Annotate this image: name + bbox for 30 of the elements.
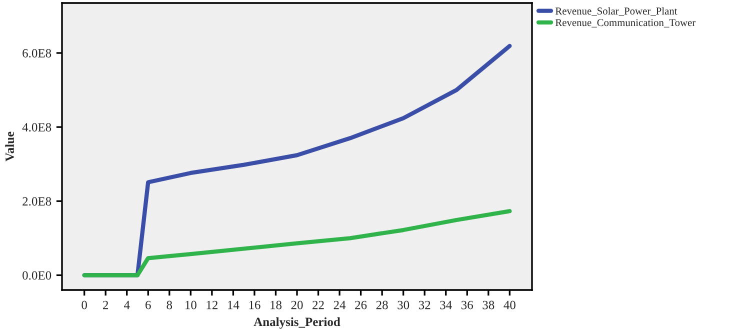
x-tick-label: 10 — [186, 300, 196, 310]
x-tick-label: 18 — [270, 300, 282, 310]
x-axis-title: Analysis_Period — [254, 317, 340, 329]
y-tick-label: 6.0E8 — [22, 49, 52, 58]
y-axis-title: Value — [5, 132, 14, 162]
x-tick-label: 24 — [334, 300, 346, 310]
x-tick-label: 6 — [146, 300, 151, 310]
legend-label: Revenue_Solar_Power_Plant — [555, 7, 678, 16]
x-tick-label: 16 — [249, 300, 260, 310]
x-tick-label: 28 — [376, 300, 388, 310]
y-tick-label: 4.0E8 — [22, 123, 52, 132]
x-tick-label: 2 — [103, 300, 108, 310]
y-tick-label: 2.0E8 — [22, 197, 52, 206]
x-tick-label: 30 — [398, 300, 410, 310]
x-tick-label: 0 — [82, 300, 87, 310]
legend-label: Revenue_Communication_Tower — [555, 19, 696, 28]
x-tick-label: 36 — [461, 300, 474, 310]
x-tick-label: 34 — [440, 300, 452, 310]
x-tick-label: 14 — [228, 300, 240, 310]
x-tick-label: 20 — [291, 300, 303, 310]
x-tick-label: 26 — [355, 300, 367, 310]
line-series — [82, 209, 512, 278]
x-tick-label: 12 — [206, 300, 218, 310]
x-tick-label: 38 — [482, 300, 494, 310]
x-tick-label: 8 — [166, 300, 172, 310]
x-tick-label: 40 — [504, 300, 516, 310]
x-tick-label: 32 — [418, 300, 430, 310]
x-tick-label: 22 — [312, 300, 324, 310]
x-tick-label: 4 — [124, 300, 130, 310]
y-tick-label: 0.0E0 — [22, 271, 52, 280]
